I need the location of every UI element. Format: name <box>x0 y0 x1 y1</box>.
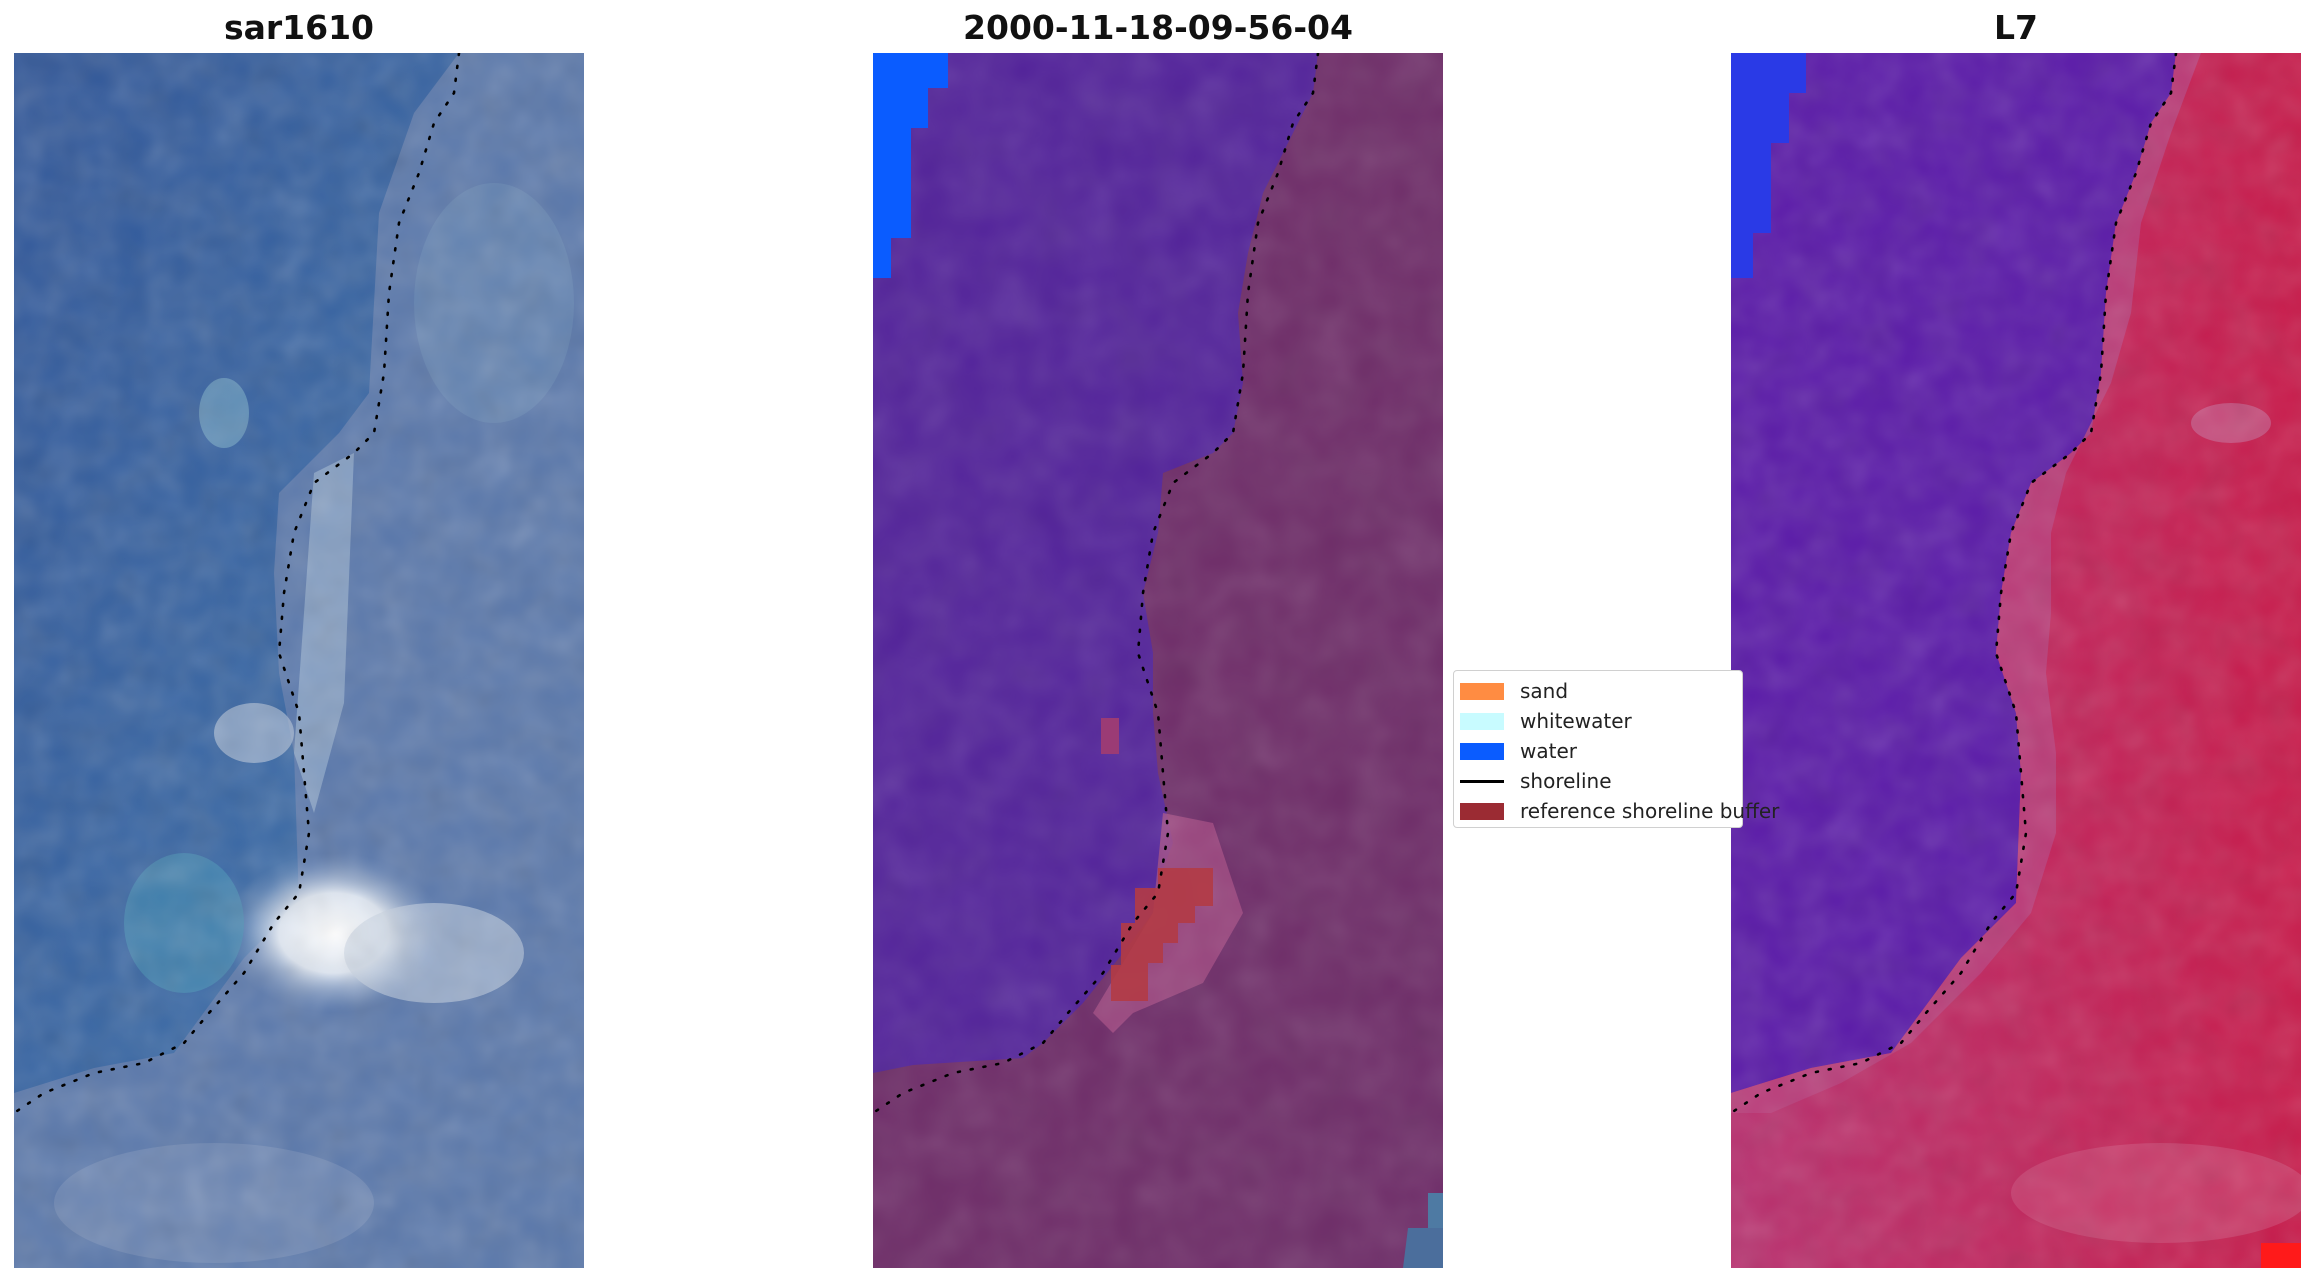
panel-title-rgb: sar1610 <box>223 8 375 47</box>
l7-image-panel <box>1731 53 2301 1268</box>
legend-label: reference shoreline buffer <box>1520 799 1780 823</box>
legend-item-shoreline: shoreline <box>1460 769 1612 793</box>
legend-label: water <box>1520 739 1577 763</box>
legend-item-whitewater: whitewater <box>1460 709 1632 733</box>
rgb-image <box>14 53 584 1268</box>
reference-shoreline-swatch <box>1460 802 1504 820</box>
classified-image <box>873 53 1443 1268</box>
shoreline-dots <box>1731 53 2178 1115</box>
legend-item-reference-shoreline: reference shoreline buffer <box>1460 799 1779 823</box>
panel-title-classified: 2000-11-18-09-56-04 <box>963 8 1353 47</box>
shoreline-line-swatch <box>1460 779 1504 783</box>
l7-image <box>1731 53 2301 1268</box>
shoreline-dots <box>14 53 461 1115</box>
shoreline-dots <box>873 53 1320 1115</box>
panel-title-l7: L7 <box>1994 8 2038 47</box>
legend: sand whitewater water shoreline referenc… <box>1453 670 1779 828</box>
sand-swatch <box>1460 682 1504 700</box>
rgb-image-panel <box>14 53 584 1268</box>
legend-label: sand <box>1520 679 1569 703</box>
whitewater-swatch <box>1460 712 1504 730</box>
reference-shoreline-buffer <box>1111 868 1213 1001</box>
water-swatch <box>1460 742 1504 760</box>
classified-image-panel <box>873 53 1443 1268</box>
legend-item-water: water <box>1460 739 1577 763</box>
legend-label: whitewater <box>1520 709 1632 733</box>
legend-label: shoreline <box>1520 769 1612 793</box>
legend-item-sand: sand <box>1460 679 1568 703</box>
